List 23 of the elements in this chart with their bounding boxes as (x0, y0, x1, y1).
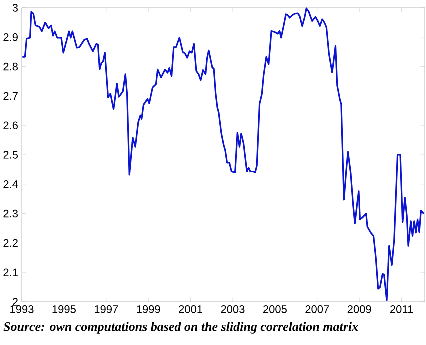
x-tick-label: 2009 (348, 306, 372, 314)
x-tick-label: 1997 (95, 306, 118, 314)
x-tick-label: 2007 (306, 306, 330, 314)
x-tick-label: 2011 (390, 306, 414, 314)
y-tick-label: 2.9 (4, 34, 18, 42)
y-tick-label: 2 (12, 298, 18, 306)
y-tick-label: 2.3 (4, 210, 18, 218)
y-tick-label: 2.5 (4, 151, 18, 159)
y-tick-label: 2.8 (4, 62, 18, 71)
x-tick-label: 1993 (10, 306, 34, 314)
source-note: Source: own computations based on the sliding correlation matrix (4, 322, 358, 334)
y-tick-label: 2.7 (4, 92, 18, 100)
line-series (22, 8, 425, 302)
x-tick-label: 2005 (264, 306, 287, 314)
y-tick-label: 2.1 (4, 268, 18, 276)
y-tick-label: 3 (12, 4, 18, 12)
x-tick-label: 1999 (137, 306, 160, 314)
x-tick-label: 2003 (221, 306, 245, 314)
y-tick-label: 2.4 (4, 180, 18, 188)
x-tick-label: 2001 (179, 306, 202, 314)
x-tick-label: 1995 (52, 306, 76, 314)
y-tick-label: 2.6 (4, 122, 18, 130)
y-tick-label: 2.2 (4, 239, 18, 248)
